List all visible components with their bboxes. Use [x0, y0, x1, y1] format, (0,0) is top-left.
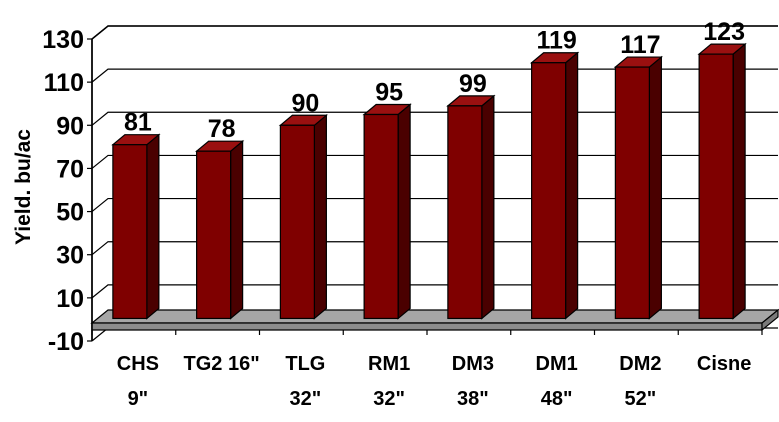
- bar-side: [566, 53, 578, 319]
- bar-front: [364, 115, 398, 319]
- bars: [113, 44, 745, 318]
- x-tick-label: DM2: [619, 353, 661, 375]
- bar-front: [532, 63, 566, 319]
- bar-front: [280, 125, 314, 318]
- gridline: [92, 155, 778, 168]
- bar: [113, 135, 159, 319]
- bar: [699, 44, 745, 318]
- bar-side: [147, 135, 159, 319]
- data-label: 90: [291, 89, 319, 117]
- y-tick-label: 30: [56, 242, 84, 270]
- data-label: 123: [703, 18, 745, 46]
- x-tick-label: 9": [128, 388, 149, 410]
- gridline: [92, 242, 778, 255]
- y-tick-label: 90: [56, 112, 84, 140]
- x-tick-label: RM1: [368, 353, 410, 375]
- bar-side: [649, 57, 661, 318]
- x-tick-label: DM1: [536, 353, 578, 375]
- data-label: 117: [620, 31, 660, 59]
- bar-side: [398, 105, 410, 319]
- bar-front: [615, 67, 649, 318]
- x-tick-label: 52": [625, 388, 657, 410]
- x-tick-label: 32": [290, 388, 322, 410]
- bar-side: [231, 141, 243, 318]
- x-tick-label: DM3: [452, 353, 494, 375]
- x-tick-label: TLG: [285, 353, 325, 375]
- y-tick-label: 130: [42, 26, 84, 54]
- bar-front: [113, 145, 147, 319]
- y-axis-title: Yield. bu/ac: [12, 129, 35, 245]
- x-tick-label: Cisne: [697, 353, 751, 375]
- x-tick-label: 38": [457, 388, 489, 410]
- data-label: 95: [375, 79, 403, 107]
- chart-walls: [92, 26, 778, 341]
- y-tick-label: 10: [56, 285, 84, 313]
- bar: [197, 141, 243, 318]
- bar: [364, 105, 410, 319]
- back-wall-outline: [92, 26, 778, 341]
- bar-side: [482, 96, 494, 319]
- x-tick-label: 32": [373, 388, 405, 410]
- y-tick-label: -10: [48, 328, 84, 356]
- gridline: [92, 285, 778, 298]
- y-tick-label: 110: [44, 69, 84, 97]
- floor-front: [92, 323, 762, 330]
- bar: [280, 115, 326, 318]
- bar: [615, 57, 661, 318]
- x-tick-label: CHS: [117, 353, 159, 375]
- bar: [448, 96, 494, 319]
- data-label: 119: [536, 27, 576, 55]
- x-tick-labels: CHS 9" TG2 16" TLG 32" RM1 32" DM3 38" DM1 48" DM2 5…: [117, 353, 752, 410]
- y-tick-label: 50: [56, 199, 84, 227]
- data-label: 99: [459, 70, 487, 98]
- gridline: [92, 69, 778, 82]
- gridline: [92, 112, 778, 125]
- gridline: [92, 199, 778, 212]
- y-tick-labels: 130 110 90 70 50 30 10 -10: [42, 26, 84, 356]
- gridlines: [92, 26, 778, 341]
- data-label: 78: [208, 115, 236, 143]
- bar-front: [197, 151, 231, 318]
- bar-side: [733, 44, 745, 318]
- bar-front: [448, 106, 482, 319]
- x-tick-label: TG2 16": [184, 353, 260, 375]
- bar-side: [314, 115, 326, 318]
- floor-top: [92, 310, 778, 323]
- data-label: 81: [124, 109, 152, 137]
- y-tick-label: 70: [56, 155, 84, 183]
- x-tick-label: 48": [541, 388, 573, 410]
- gridline: [92, 26, 778, 39]
- chart-floor: [92, 310, 778, 330]
- bar-front: [699, 54, 733, 318]
- bar: [532, 53, 578, 319]
